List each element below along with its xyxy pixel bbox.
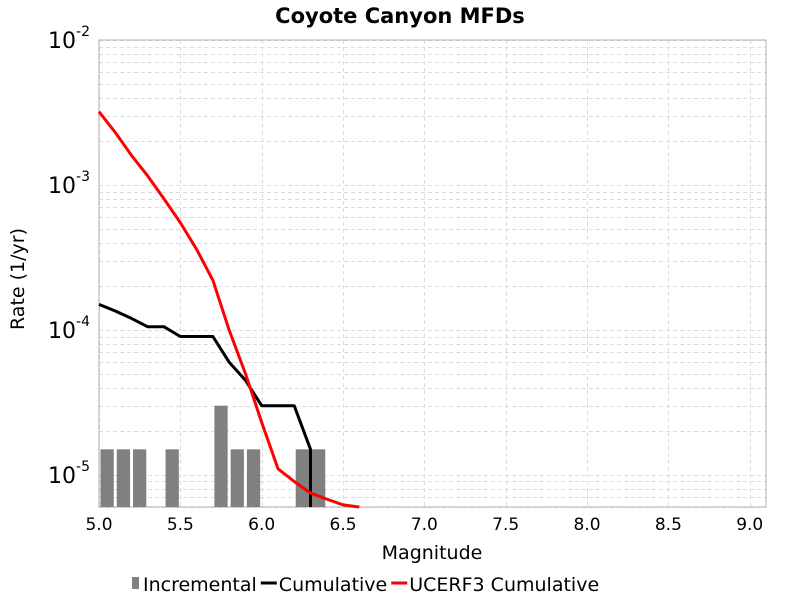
x-tick-label: 7.5: [492, 515, 519, 535]
x-tick-label: 6.5: [330, 515, 357, 535]
x-axis-label: Magnitude: [382, 542, 483, 564]
plot-area-frame: [98, 39, 767, 508]
legend: Incremental Cumulative UCERF3 Cumulative: [132, 574, 599, 596]
incremental-bar: [246, 449, 261, 507]
x-tick-label: 8.0: [574, 515, 601, 535]
x-tick-label: 5.5: [167, 515, 194, 535]
y-tick-label: 10-3: [48, 169, 90, 199]
y-tick-base: 10: [48, 464, 76, 489]
incremental-bar: [311, 449, 326, 507]
x-tick-label: 6.0: [248, 515, 275, 535]
cumulative-line: [98, 303, 312, 507]
incremental-bar: [295, 449, 309, 507]
ucerf3-cumulative-line: [97, 110, 360, 509]
y-tick-label: 10-2: [48, 24, 90, 54]
y-axis-label: Rate (1/yr): [7, 228, 29, 330]
y-tick-label: 10-4: [48, 314, 90, 344]
y-tick-label: 10-5: [48, 459, 90, 489]
incremental-bar: [230, 449, 244, 507]
legend-label-cumulative: Cumulative: [279, 574, 387, 596]
series-lines: [97, 110, 360, 509]
incremental-bar: [133, 449, 147, 507]
incremental-bar: [165, 449, 179, 507]
y-tick-exponent: -2: [76, 24, 90, 40]
x-tick-label: 7.0: [411, 515, 438, 535]
x-tick-label: 8.5: [655, 515, 682, 535]
y-tick-base: 10: [48, 174, 76, 199]
incremental-bar: [100, 449, 114, 507]
incremental-bar: [116, 449, 131, 507]
incremental-bar: [214, 405, 228, 507]
grid-lines: [99, 40, 766, 508]
legend-label-incremental: Incremental: [143, 574, 257, 596]
y-tick-base: 10: [48, 29, 76, 54]
y-tick-base: 10: [48, 319, 76, 344]
y-tick-exponent: -5: [76, 459, 90, 475]
x-tick-label: 5.0: [85, 515, 112, 535]
x-tick-label: 9.0: [736, 515, 763, 535]
chart-title: Coyote Canyon MFDs: [275, 4, 525, 28]
y-tick-exponent: -3: [76, 169, 90, 185]
incremental-bars: [100, 405, 326, 507]
axis-ticks: 5.0 5.5 6.0 6.5 7.0 7.5 8.0 8.5 9.010-210-310-41…: [48, 24, 763, 535]
legend-label-ucerf3-cumulative: UCERF3 Cumulative: [409, 574, 599, 596]
y-tick-exponent: -4: [76, 314, 90, 330]
legend-swatch-incremental: [132, 577, 139, 589]
